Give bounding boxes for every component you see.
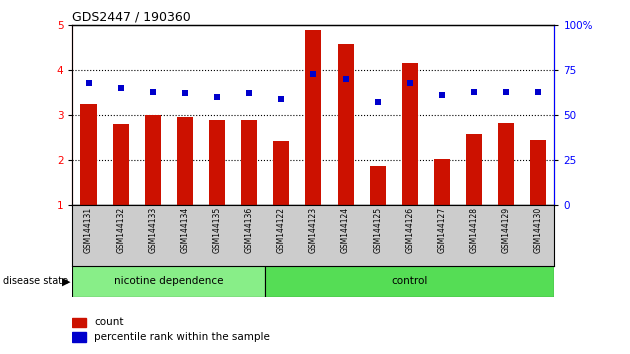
Point (147, 89, 158, 95)
Point (308, 71, 318, 76)
Point (469, 89, 479, 95)
Bar (530, 140, 546, 205)
Point (276, 96, 286, 102)
Text: control: control (392, 276, 428, 286)
Text: disease state: disease state (3, 276, 68, 286)
Bar (338, 44, 353, 205)
Point (404, 80, 415, 85)
Bar (113, 124, 129, 205)
Text: GSM144135: GSM144135 (212, 207, 222, 253)
Text: GSM144128: GSM144128 (469, 207, 479, 253)
Text: GSM144125: GSM144125 (373, 207, 382, 253)
Bar (466, 135, 482, 205)
Text: nicotine dependence: nicotine dependence (114, 276, 224, 286)
Text: GSM144136: GSM144136 (244, 207, 254, 253)
Bar (434, 159, 450, 205)
Point (83, 80, 94, 85)
Text: GSM144132: GSM144132 (116, 207, 125, 253)
Text: GSM144133: GSM144133 (148, 207, 158, 253)
Bar (402, 63, 418, 205)
Bar (273, 141, 289, 205)
Bar (72, 318, 86, 327)
Bar (72, 266, 265, 297)
Point (116, 85, 126, 91)
Text: ▶: ▶ (62, 276, 70, 286)
Point (372, 99, 382, 105)
Bar (72, 332, 86, 342)
Text: GSM144122: GSM144122 (277, 207, 286, 253)
Bar (306, 30, 321, 205)
Text: GSM144127: GSM144127 (437, 207, 447, 253)
Bar (81, 104, 96, 205)
Point (501, 89, 511, 95)
Point (212, 94, 222, 100)
Bar (265, 266, 554, 297)
Text: GSM144124: GSM144124 (341, 207, 350, 253)
Point (533, 89, 543, 95)
Bar (145, 115, 161, 205)
Bar (498, 123, 514, 205)
Text: percentile rank within the sample: percentile rank within the sample (94, 332, 270, 342)
Point (340, 76, 350, 82)
Text: count: count (94, 317, 123, 327)
Text: GSM144131: GSM144131 (84, 207, 93, 253)
Text: GSM144123: GSM144123 (309, 207, 318, 253)
Bar (177, 117, 193, 205)
Text: GDS2447 / 190360: GDS2447 / 190360 (72, 11, 191, 24)
Point (180, 91, 190, 96)
Bar (241, 120, 257, 205)
Text: GSM144130: GSM144130 (534, 207, 543, 253)
Point (244, 91, 254, 96)
Text: GSM144126: GSM144126 (405, 207, 415, 253)
Bar (209, 120, 225, 205)
Point (437, 92, 447, 98)
Bar (370, 166, 386, 205)
Text: GSM144129: GSM144129 (501, 207, 511, 253)
Text: GSM144134: GSM144134 (180, 207, 190, 253)
